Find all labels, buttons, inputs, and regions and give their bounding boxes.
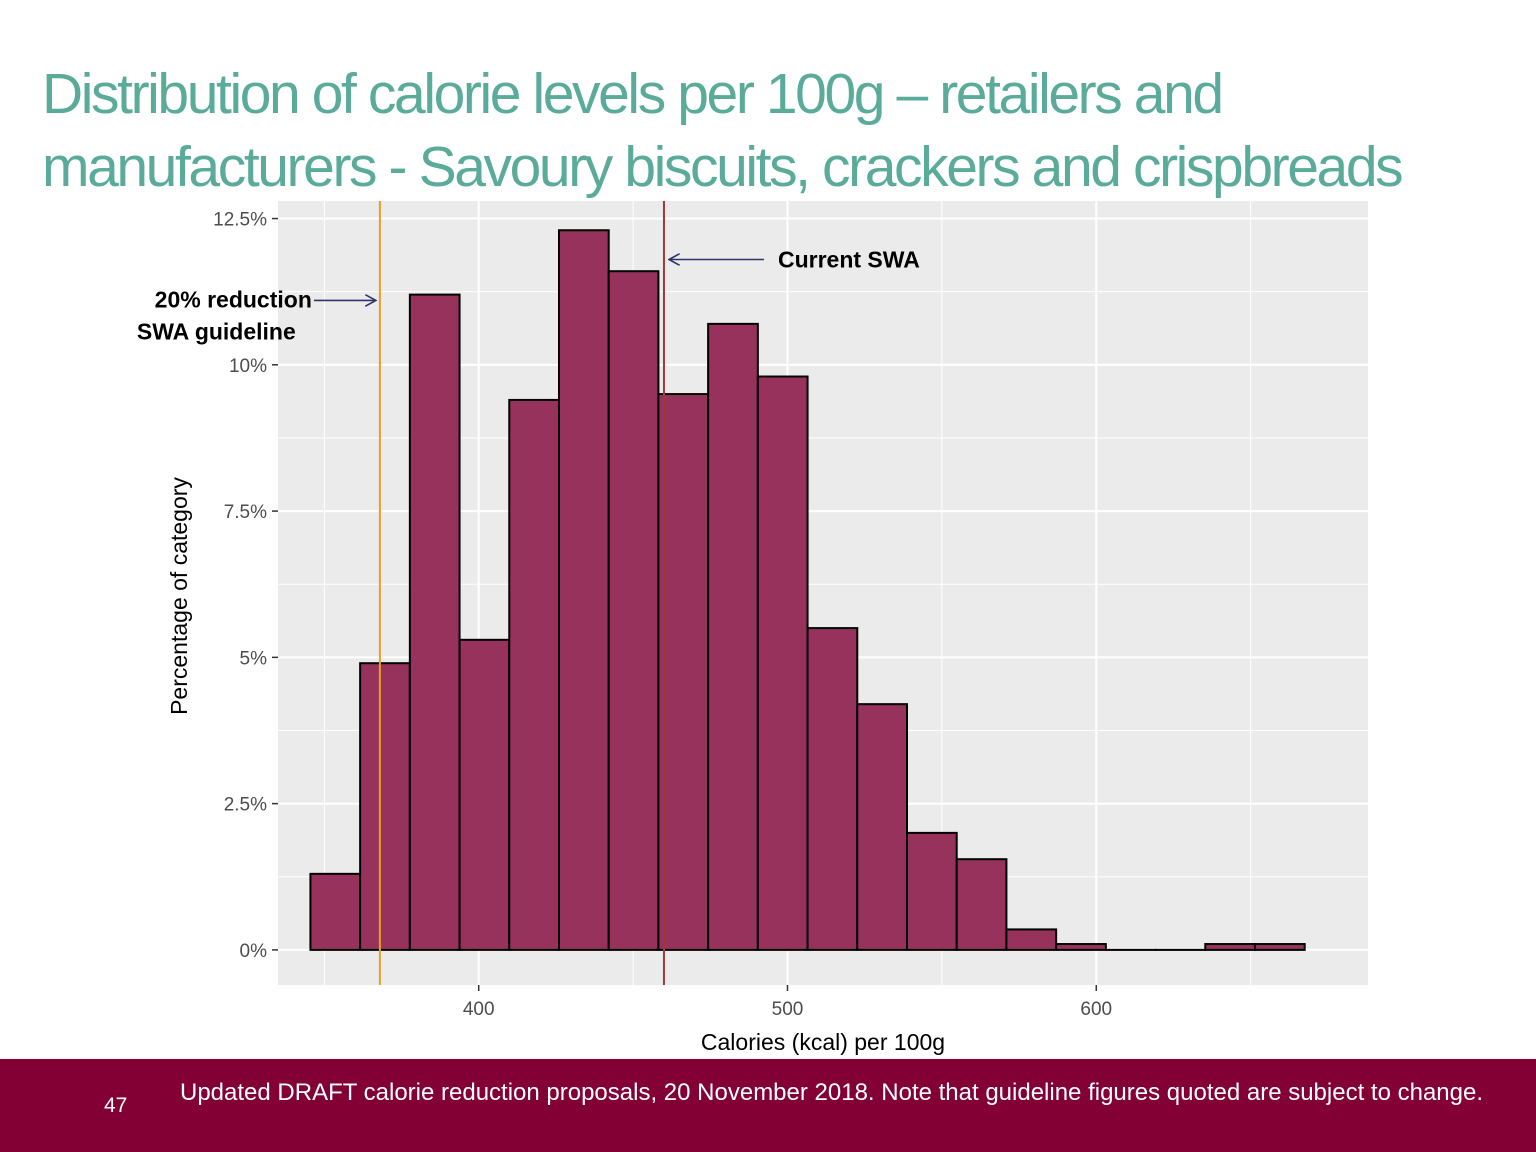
reduction-label-line-1: 20% reduction [155, 286, 312, 312]
slide-title: Distribution of calorie levels per 100g … [42, 58, 1502, 204]
x-tick-label: 600 [1080, 999, 1112, 1020]
histogram-bar-20 [1253, 943, 1306, 951]
slide-title-line-2: manufacturers - Savoury biscuits, cracke… [42, 135, 1404, 199]
y-tick-label: 10% [229, 356, 267, 377]
histogram-bar-16 [1055, 943, 1107, 951]
y-tick-label: 5% [240, 648, 268, 669]
x-axis-ticks: 400 500 600 [463, 985, 1112, 1020]
y-axis-ticks: 0% 2.5% 5% 7.5% 10% 12.5% [213, 210, 278, 962]
current-swa-label: Current SWA [778, 247, 920, 273]
histogram-bar-15 [1005, 928, 1058, 951]
y-tick-label: 2.5% [224, 795, 267, 816]
histogram-bar-8 [657, 393, 710, 951]
y-tick-label: 7.5% [224, 502, 267, 523]
histogram-bar-19 [1204, 943, 1256, 951]
y-axis-label: Percentage of category [166, 477, 192, 715]
histogram-bar-1 [309, 872, 362, 951]
x-axis-label: Calories (kcal) per 100g [701, 1029, 945, 1055]
histogram-bar-4 [458, 638, 511, 951]
slide-title-line-1: Distribution of calorie levels per 100g … [42, 62, 1224, 126]
histogram-bars [309, 229, 1306, 951]
histogram-bar-10 [756, 375, 809, 951]
histogram-bar-14 [955, 858, 1008, 951]
histogram-bar-3 [408, 293, 461, 951]
histogram-bar-2 [359, 662, 411, 951]
histogram-bar-6 [557, 229, 610, 951]
histogram-bar-9 [707, 322, 759, 951]
histogram-bar-13 [905, 831, 958, 951]
reduction-label-line-2: SWA guideline [137, 318, 296, 344]
x-tick-label: 400 [463, 999, 495, 1020]
page-number: 47 [104, 1094, 128, 1117]
reference-lines: 20% reduction SWA guideline Current SWA [137, 201, 920, 985]
footer-note: Updated DRAFT calorie reduction proposal… [180, 1079, 1484, 1106]
calorie-histogram: 20% reduction SWA guideline Current SWA 0%… [137, 201, 1368, 1055]
x-tick-label: 500 [772, 999, 804, 1020]
histogram-bar-11 [806, 627, 859, 951]
footer-bar [0, 1059, 1536, 1152]
histogram-bar-7 [607, 270, 660, 951]
histogram-bar-5 [508, 398, 560, 951]
histogram-bar-12 [856, 703, 908, 951]
y-tick-label: 0% [240, 941, 268, 962]
y-tick-label: 12.5% [213, 210, 267, 231]
